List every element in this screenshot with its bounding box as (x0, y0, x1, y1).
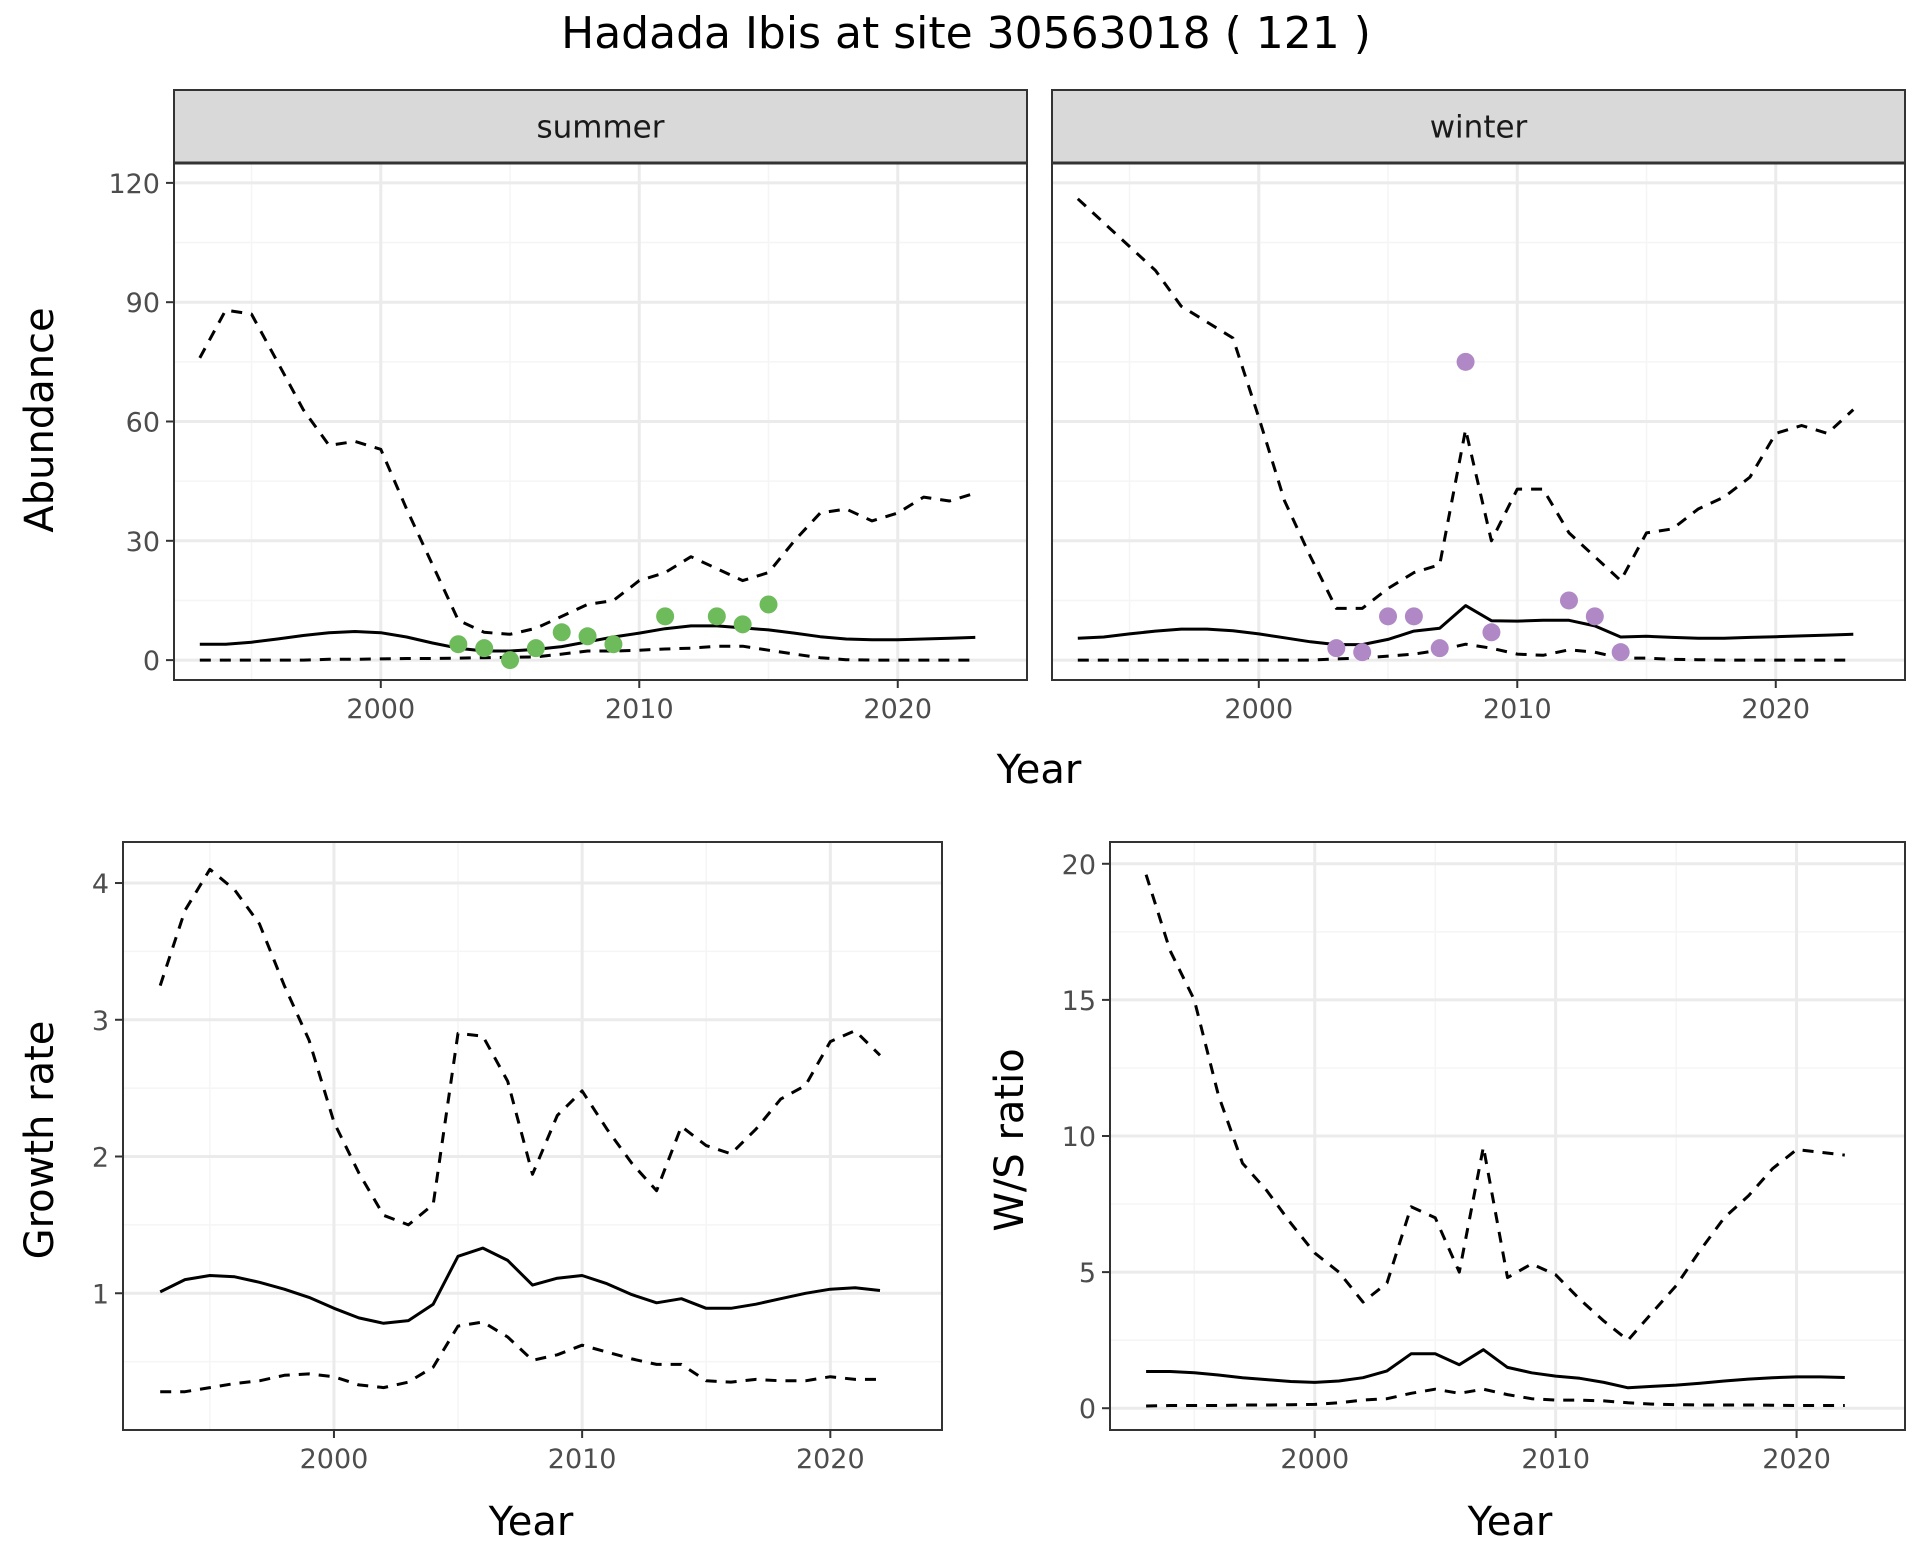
x-tick-label: 2020 (863, 694, 932, 725)
data-point (1482, 623, 1501, 642)
y-tick-label: 3 (92, 1006, 109, 1037)
data-point (1585, 607, 1604, 626)
series-line-upper (1144, 874, 1845, 1342)
series-line-mean (159, 1246, 881, 1325)
ratio-x-axis-label: Year (1467, 1499, 1553, 1545)
x-tick-label: 2000 (346, 694, 415, 725)
top-y-axis-label: Abundance (17, 307, 63, 532)
ratio-y-axis-label: W/S ratio (987, 1048, 1033, 1231)
data-point (578, 627, 597, 646)
data-point (604, 635, 623, 654)
y-tick-label: 30 (126, 527, 160, 558)
data-point (1327, 639, 1346, 658)
panel-growth-rate: 2000 2010 2020 1 2 3 4 (92, 841, 943, 1475)
growth-y-axis-label: Growth rate (17, 1021, 63, 1260)
x-tick-label: 2020 (1741, 694, 1810, 725)
y-tick-label: 0 (143, 646, 160, 677)
series-line-lower (1146, 1387, 1845, 1408)
data-point (1404, 607, 1423, 626)
x-tick-label: 2010 (605, 694, 674, 725)
data-point (759, 595, 778, 614)
y-tick-label: 20 (1062, 850, 1096, 881)
data-point (1456, 352, 1475, 371)
x-tick-label: 2010 (1521, 1444, 1590, 1475)
x-tick-label: 2000 (1224, 694, 1293, 725)
data-point (1559, 591, 1578, 610)
x-tick-label: 2020 (796, 1444, 865, 1475)
y-tick-label: 10 (1062, 1122, 1096, 1153)
x-tick-label: 2010 (1483, 694, 1552, 725)
data-point (449, 635, 468, 654)
y-tick-label: 4 (92, 869, 109, 900)
data-point (475, 639, 494, 658)
data-point (552, 623, 571, 642)
data-point (1430, 639, 1449, 658)
facet-strip (1051, 89, 1906, 164)
data-point (656, 607, 675, 626)
series-line-lower (1077, 642, 1854, 662)
top-x-axis-label: Year (996, 747, 1082, 793)
facet-strip (173, 89, 1028, 164)
x-tick-label: 2020 (1762, 1444, 1831, 1475)
facet-strip-label: winter (1430, 110, 1528, 146)
facet-strip-label: summer (536, 110, 664, 146)
series-line-upper (1076, 197, 1855, 610)
panel-ws-ratio: 2000 2010 2020 0 5 10 15 20 (1062, 841, 1906, 1475)
data-point (733, 615, 752, 634)
y-tick-label: 60 (126, 408, 160, 439)
y-tick-label: 120 (108, 169, 160, 200)
y-tick-label: 90 (126, 288, 160, 319)
series-line-lower (160, 1320, 880, 1394)
series-line-mean (1146, 1348, 1845, 1390)
data-point (526, 639, 545, 658)
plot-border (122, 841, 943, 1431)
panel-winter-abundance: winter 2000 2010 2020 (1051, 89, 1906, 725)
y-tick-label: 15 (1062, 986, 1096, 1017)
data-point (1353, 643, 1372, 662)
data-point (1611, 643, 1630, 662)
series-line-lower (199, 644, 976, 662)
series-line-mean (1077, 604, 1854, 647)
y-tick-label: 2 (92, 1143, 109, 1174)
x-tick-label: 2000 (300, 1444, 369, 1475)
x-tick-label: 2000 (1280, 1444, 1349, 1475)
data-point (707, 607, 726, 626)
y-tick-label: 0 (1079, 1394, 1096, 1425)
data-point (1379, 607, 1398, 626)
data-point (501, 651, 520, 670)
figure-title: Hadada Ibis at site 30563018 ( 121 ) (561, 8, 1371, 59)
y-tick-label: 5 (1079, 1258, 1096, 1289)
y-tick-label: 1 (92, 1279, 109, 1310)
plot-background (123, 842, 942, 1430)
panel-summer-abundance: summer 2000 2010 2020 0 30 60 90 120 (108, 89, 1028, 725)
x-tick-label: 2010 (548, 1444, 617, 1475)
growth-x-axis-label: Year (488, 1499, 574, 1545)
